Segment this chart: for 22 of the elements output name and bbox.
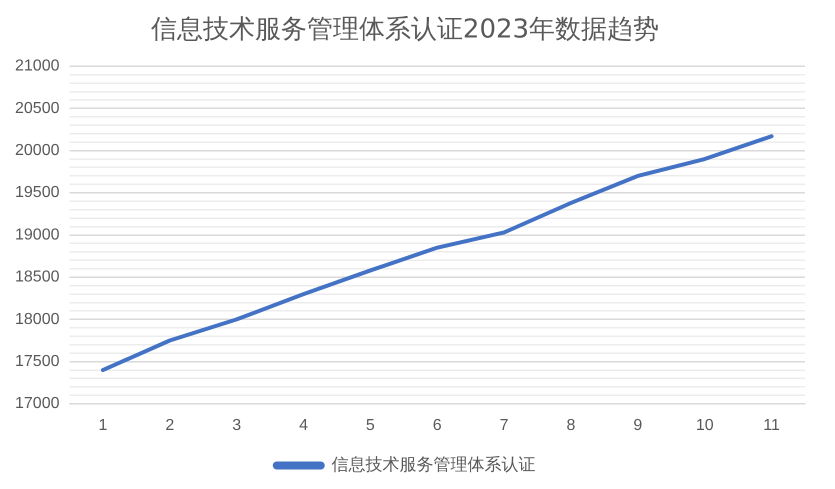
chart-title: 信息技术服务管理体系认证2023年数据趋势 [150,14,660,44]
x-tick-label: 5 [366,416,375,434]
x-tick-label: 6 [432,416,442,434]
x-tick-label: 3 [232,416,242,434]
y-tick-label: 18500 [14,268,60,286]
x-tick-label: 1 [98,416,108,434]
y-tick-label: 19500 [14,184,60,202]
y-tick-label: 20500 [14,100,60,117]
y-tick-label: 17500 [14,353,60,370]
x-tick-label: 9 [633,416,642,434]
y-tick-label: 20000 [14,142,60,160]
x-tick-label: 10 [696,416,714,434]
y-tick-label: 17000 [14,395,60,412]
x-tick-label: 7 [500,416,509,434]
x-tick-label: 4 [299,416,308,434]
y-tick-label: 18000 [14,310,60,328]
legend-label: 信息技术服务管理体系认证 [331,454,536,475]
x-tick-label: 8 [566,416,576,434]
x-tick-label: 11 [763,416,780,434]
y-tick-label: 19000 [14,226,60,244]
x-tick-label: 2 [165,416,174,434]
y-tick-label: 21000 [14,58,60,75]
